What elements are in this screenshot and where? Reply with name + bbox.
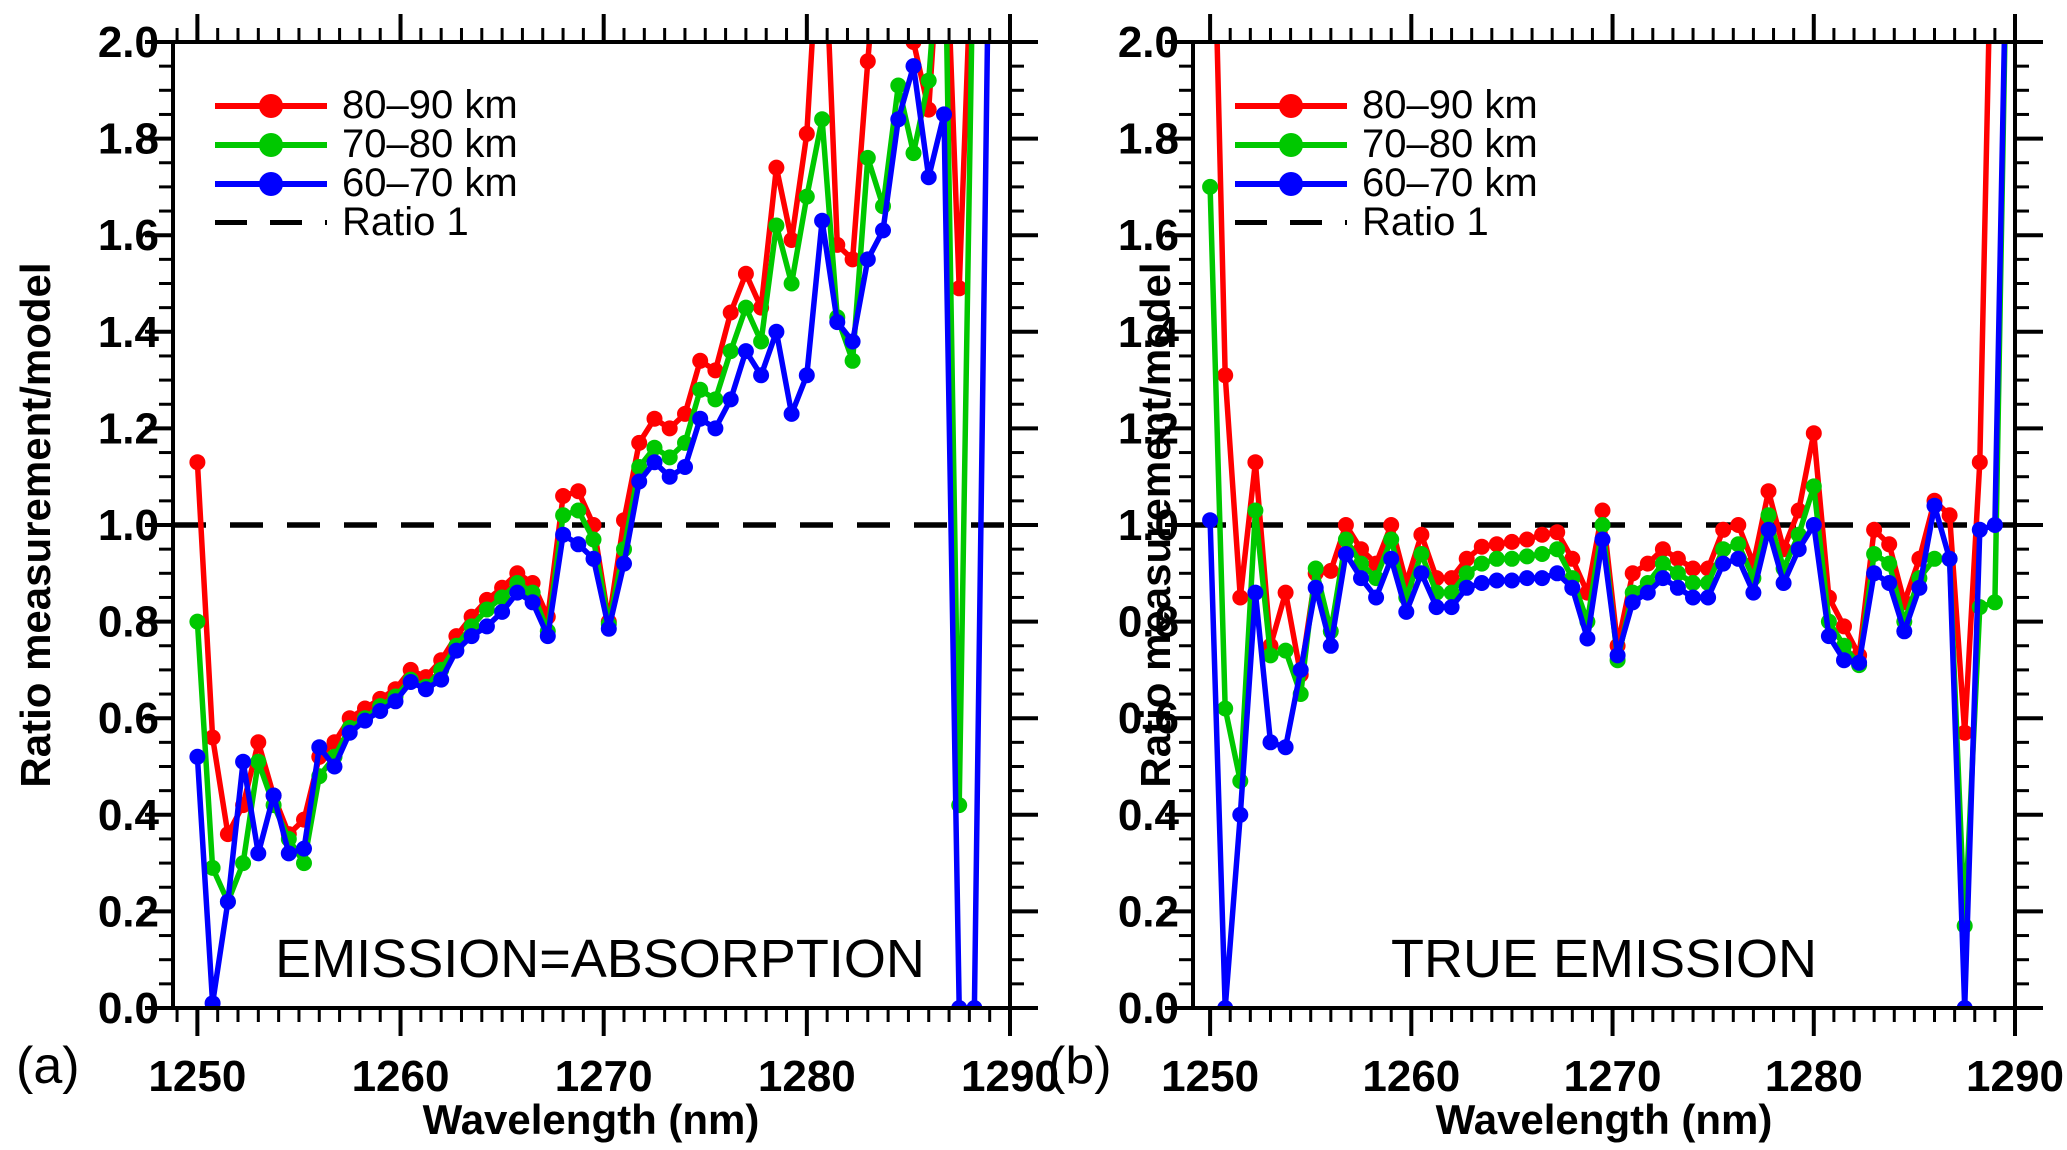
y-tick-label: 0.8	[1118, 598, 1179, 647]
legend-item-70-80km: 70–80 km	[215, 122, 518, 166]
y-tick-label: 0.4	[1118, 791, 1180, 840]
panel-b: 1250 1260 1270 1280 1290 0.0 0.2 0.4 0.6 0.8 1.0 1.…	[1118, 14, 2064, 1101]
plot-frame	[1191, 40, 2017, 1010]
y-tick-label: 1.2	[1118, 404, 1179, 453]
legend-label: 70–80 km	[342, 122, 518, 166]
legend-label: 60–70 km	[1362, 161, 1538, 205]
y-tick-label: 1.6	[1118, 211, 1179, 260]
y-tick-label: 0.6	[1118, 694, 1179, 743]
legend-label: Ratio 1	[342, 200, 469, 244]
tick-labels: 1250 1260 1270 1280 1290 0.0 0.2 0.4 0.6 0.8 1.0 1.…	[98, 18, 1059, 1101]
x-tick-label: 1250	[148, 1052, 246, 1101]
x-tick-label: 1260	[352, 1052, 450, 1101]
panel-a-letter: (a)	[16, 1037, 80, 1095]
x-tick-label: 1290	[961, 1052, 1059, 1101]
plot-frame	[171, 40, 1012, 1010]
y-tick-label: 1.4	[98, 308, 160, 357]
y-tick-label: 1.8	[98, 115, 159, 164]
series-markers-2	[1202, 497, 2003, 1008]
x-tick-label: 1280	[758, 1052, 856, 1101]
y-tick-label: 1.0	[98, 501, 159, 550]
panel-b-letter: (b)	[1048, 1037, 1112, 1095]
panel-a-annotation: EMISSION=ABSORPTION	[275, 929, 925, 989]
panel-b-x-axis-title: Wavelength (nm)	[1435, 1096, 1773, 1143]
y-tick-label: 1.4	[1118, 308, 1180, 357]
red-line-dot-swatch	[1235, 93, 1347, 118]
tick-labels: 1250 1260 1270 1280 1290 0.0 0.2 0.4 0.6 0.8 1.0 1.…	[1118, 18, 2064, 1101]
axis-ticks	[145, 14, 1038, 1036]
legend-item-ratio-1: Ratio 1	[1235, 200, 1538, 244]
data-series	[189, 42, 991, 1008]
y-tick-label: 0.0	[98, 984, 159, 1033]
x-tick-label: 1270	[1564, 1052, 1662, 1101]
x-tick-label: 1290	[1966, 1052, 2064, 1101]
blue-line-dot-swatch	[1235, 171, 1347, 196]
x-tick-label: 1280	[1765, 1052, 1863, 1101]
legend-label: 60–70 km	[342, 161, 518, 205]
legend-label: 70–80 km	[1362, 122, 1538, 166]
y-tick-label: 1.2	[98, 404, 159, 453]
y-tick-label: 0.2	[1118, 887, 1179, 936]
panel-a-y-axis-title: Ratio measurement/model	[12, 262, 59, 788]
blue-line-dot-swatch	[215, 171, 327, 196]
data-series	[1202, 42, 2008, 1008]
panel-a-legend: 80–90 km 70–80 km 60–70 km Ratio 1	[215, 83, 518, 244]
legend-item-60-70km: 60–70 km	[215, 161, 518, 205]
x-tick-label: 1250	[1161, 1052, 1259, 1101]
y-tick-label: 2.0	[1118, 18, 1179, 67]
y-tick-label: 0.6	[98, 694, 159, 743]
legend-item-80-90km: 80–90 km	[215, 83, 518, 127]
legend-label: 80–90 km	[342, 83, 518, 127]
y-tick-label: 1.8	[1118, 115, 1179, 164]
panel-b-annotation: TRUE EMISSION	[1390, 929, 1818, 989]
y-tick-label: 0.2	[98, 887, 159, 936]
legend-item-60-70km: 60–70 km	[1235, 161, 1538, 205]
y-tick-label: 0.4	[98, 791, 160, 840]
x-tick-label: 1270	[555, 1052, 653, 1101]
y-tick-label: 1.6	[98, 211, 159, 260]
legend-item-70-80km: 70–80 km	[1235, 122, 1538, 166]
panel-b-legend: 80–90 km 70–80 km 60–70 km Ratio 1	[1235, 83, 1538, 244]
legend-item-ratio-1: Ratio 1	[215, 200, 518, 244]
dashed-line-swatch	[215, 220, 327, 225]
axis-ticks	[1165, 14, 2043, 1036]
dashed-line-swatch	[1235, 220, 1347, 225]
red-line-dot-swatch	[215, 93, 327, 118]
panel-a: 1250 1260 1270 1280 1290 0.0 0.2 0.4 0.6 0.8 1.0 1.…	[98, 14, 1059, 1101]
panel-b-y-axis-title: Ratio measurement/model	[1132, 262, 1179, 788]
green-line-dot-swatch	[1235, 132, 1347, 157]
legend-label: 80–90 km	[1362, 83, 1538, 127]
y-tick-label: 2.0	[98, 18, 159, 67]
legend-label: Ratio 1	[1362, 200, 1489, 244]
y-tick-label: 1.0	[1118, 501, 1179, 550]
y-tick-label: 0.0	[1118, 984, 1179, 1033]
panel-a-x-axis-title: Wavelength (nm)	[422, 1096, 760, 1143]
x-tick-label: 1260	[1362, 1052, 1460, 1101]
series-markers-2	[189, 58, 983, 1008]
green-line-dot-swatch	[215, 132, 327, 157]
legend-item-80-90km: 80–90 km	[1235, 83, 1538, 127]
y-tick-label: 0.8	[98, 598, 159, 647]
